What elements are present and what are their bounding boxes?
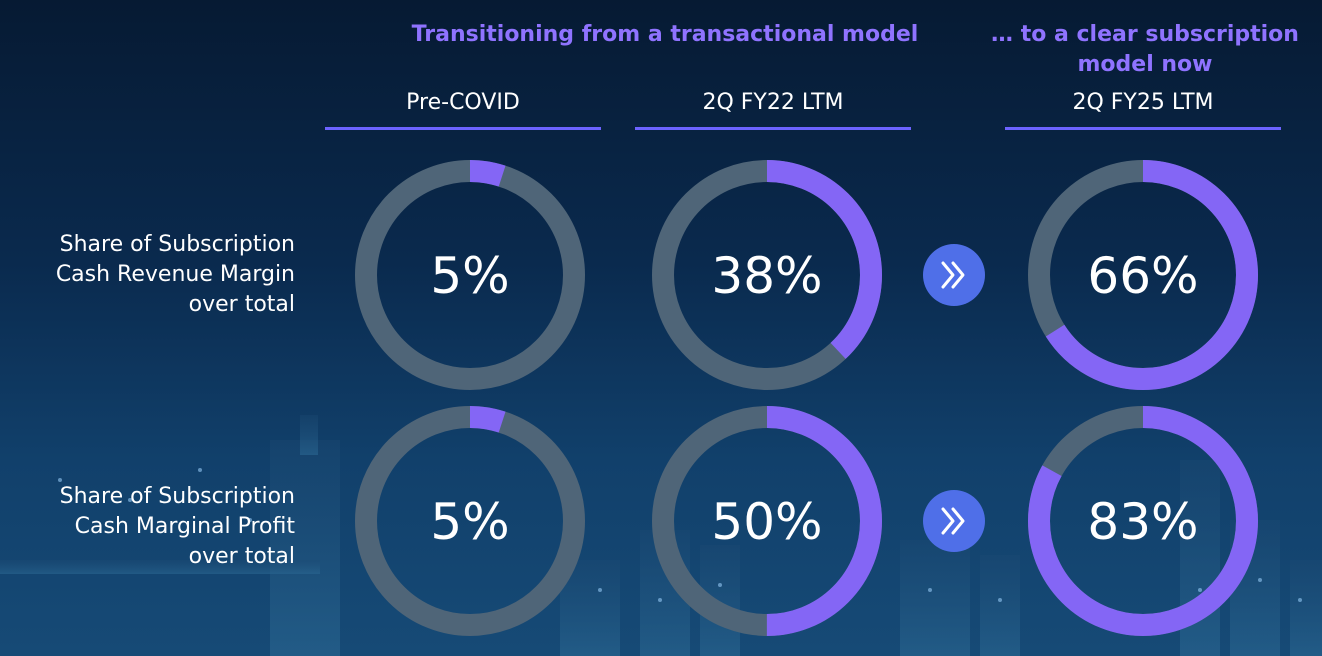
donut-1-0: 5% bbox=[355, 406, 585, 636]
column-underline-pre-covid bbox=[325, 127, 601, 130]
donut-segment bbox=[355, 160, 585, 390]
donut-value-label: 50% bbox=[711, 493, 822, 551]
heading-transitioning: Transitioning from a transactional model bbox=[411, 22, 919, 47]
row-label-line: Share of Subscription bbox=[59, 232, 295, 257]
column-underline-2q-fy22 bbox=[635, 127, 911, 130]
row-label-line: Cash Revenue Margin bbox=[55, 262, 295, 287]
row-label-line: Share of Subscription bbox=[59, 484, 295, 509]
donut-1-1: 50% bbox=[652, 406, 882, 636]
donut-value-label: 66% bbox=[1087, 247, 1198, 305]
row-label-line: over total bbox=[188, 292, 295, 317]
donut-0-1: 38% bbox=[652, 160, 882, 390]
chevron-path bbox=[941, 507, 965, 535]
column-header-2q-fy22: 2Q FY22 LTM bbox=[702, 90, 844, 115]
donut-segment bbox=[652, 160, 882, 390]
row-label-line: over total bbox=[188, 544, 295, 569]
heading-subscription-model: … to a clear subscription model now bbox=[991, 22, 1299, 77]
row-label-cash-revenue-margin: Share of Subscription Cash Revenue Margi… bbox=[20, 230, 295, 320]
column-header-2q-fy25: 2Q FY25 LTM bbox=[1072, 90, 1214, 115]
donut-segment bbox=[1028, 160, 1258, 390]
row-label-line: Cash Marginal Profit bbox=[74, 514, 295, 539]
double-chevron-right-icon bbox=[923, 244, 985, 306]
donut-value-label: 5% bbox=[430, 247, 509, 305]
donut-1-2: 83% bbox=[1028, 406, 1258, 636]
chevron-path bbox=[941, 261, 965, 289]
donut-value-label: 38% bbox=[711, 247, 822, 305]
donut-segment bbox=[1028, 406, 1258, 636]
donut-0-2: 66% bbox=[1028, 160, 1258, 390]
column-underline-2q-fy25 bbox=[1005, 127, 1281, 130]
double-chevron-right-icon bbox=[923, 490, 985, 552]
donut-value-label: 83% bbox=[1087, 493, 1198, 551]
donut-segment bbox=[652, 406, 882, 636]
row-label-cash-marginal-profit: Share of Subscription Cash Marginal Prof… bbox=[20, 482, 295, 572]
donut-segment bbox=[355, 406, 585, 636]
donut-0-0: 5% bbox=[355, 160, 585, 390]
donut-value-label: 5% bbox=[430, 493, 509, 551]
column-header-pre-covid: Pre-COVID bbox=[406, 90, 520, 115]
